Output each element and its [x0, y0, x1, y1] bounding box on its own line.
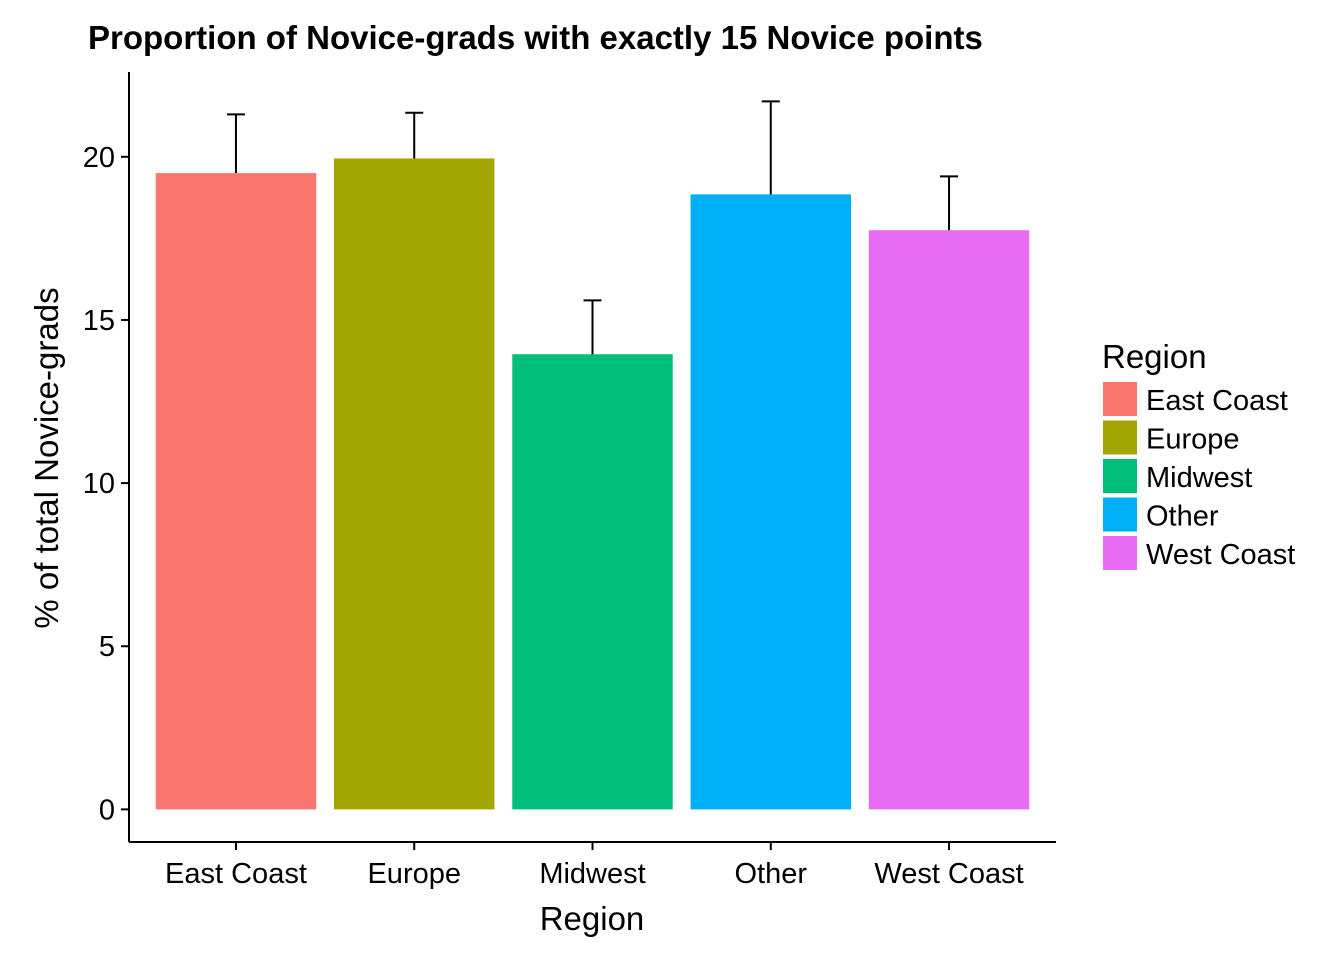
legend-key	[1103, 459, 1137, 493]
x-tick-label: Other	[735, 858, 808, 890]
legend-label: West Coast	[1146, 539, 1295, 571]
legend-title: Region	[1102, 338, 1207, 375]
legend-key	[1103, 497, 1137, 532]
legend-label: Other	[1146, 501, 1219, 533]
legend-key	[1103, 536, 1137, 570]
legend-label: East Coast	[1146, 385, 1288, 417]
x-axis-title: Region	[540, 900, 645, 937]
y-tick-label: 0	[99, 794, 115, 826]
bar	[334, 158, 495, 810]
bar	[512, 354, 673, 810]
plot-area: 0 5 10 15 20 East Coast Europe Midwest Other West…	[83, 72, 1056, 890]
legend-key	[1103, 382, 1137, 416]
y-tick-label: 5	[99, 631, 115, 663]
bar	[868, 230, 1030, 810]
y-tick-label: 10	[83, 468, 115, 500]
y-axis-title: % of total Novice-grads	[28, 287, 65, 628]
y-tick-label: 20	[83, 142, 115, 174]
legend-key	[1103, 420, 1137, 455]
bar	[155, 173, 317, 810]
chart-title: Proportion of Novice-grads with exactly …	[88, 19, 983, 56]
x-tick-label: Midwest	[539, 858, 645, 890]
legend: Region East Coast Europe Midwest Other West …	[1102, 338, 1295, 571]
legend-label: Midwest	[1146, 462, 1252, 494]
x-tick-label: West Coast	[874, 858, 1023, 890]
y-tick-label: 15	[83, 305, 115, 337]
x-tick-label: East Coast	[165, 858, 307, 890]
legend-label: Europe	[1146, 424, 1240, 456]
bar	[690, 194, 851, 810]
x-tick-label: Europe	[367, 858, 461, 890]
